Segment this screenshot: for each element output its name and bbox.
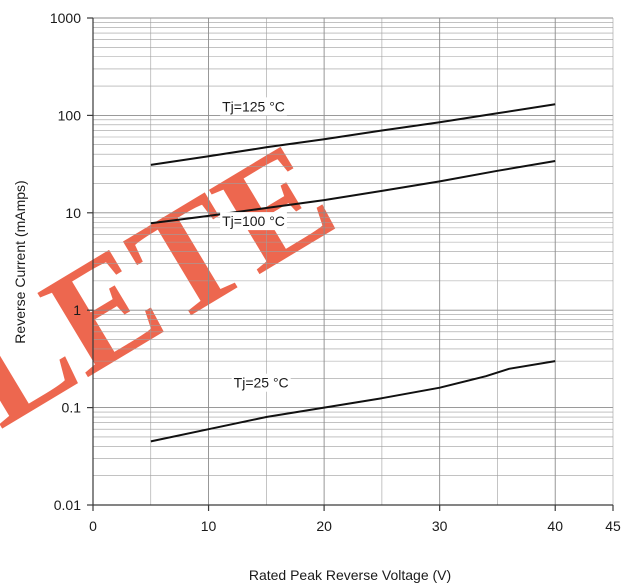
y-tick-label: 1 [73,302,81,318]
x-tick-label: 10 [201,518,217,534]
series-label-background [220,212,287,231]
y-tick-label: 10 [65,205,81,221]
series-line-tj-25 [150,360,556,443]
x-tick-label: 0 [89,518,97,534]
svg-text:LETE: LETE [0,110,360,458]
series-labels: Tj=125 °C Tj=100 °C Tj=25 °C [220,97,291,392]
x-axis-title: Rated Peak Reverse Voltage (V) [249,567,451,583]
y-tick-label: 0.1 [62,400,82,416]
y-axis-title: Reverse Current (mAmps) [12,180,28,343]
y-tick-label: 1000 [50,10,81,26]
series-line-tj-100 [150,160,556,225]
series-label-background [231,373,291,392]
series-group [150,103,556,443]
watermark: LETE [0,110,360,458]
series-label-tj-125: Tj=125 °C [222,98,285,114]
y-tick-label: 100 [58,107,82,123]
series-label-tj-100: Tj=100 °C [222,213,285,229]
x-tick-label: 40 [547,518,563,534]
x-tick-label: 30 [432,518,448,534]
series-label-tj-25: Tj=25 °C [234,375,289,391]
y-tick-label: 0.01 [54,497,81,513]
plot-axes: 0.01 0.1 1 10 100 1000 0 10 20 30 40 45 [50,10,621,534]
x-tick-label: 20 [316,518,332,534]
series-label-background [220,97,287,116]
x-tick-label: 45 [605,518,621,534]
series-line-tj-125 [150,103,556,166]
